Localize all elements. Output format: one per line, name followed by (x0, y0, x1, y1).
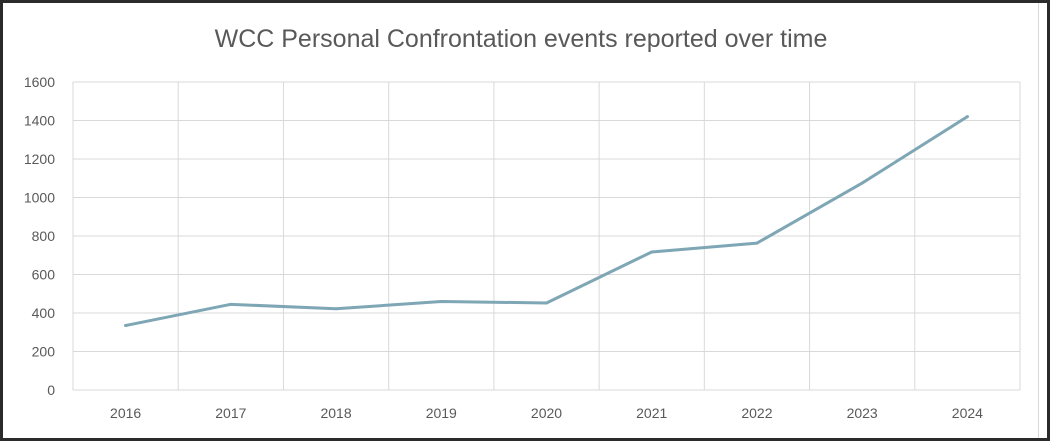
x-tick-label: 2020 (531, 405, 562, 421)
data-point (965, 115, 969, 119)
y-tick-label: 1600 (24, 74, 55, 90)
data-point (545, 301, 548, 305)
x-tick-label: 2019 (426, 405, 457, 421)
y-tick-label: 1000 (24, 190, 55, 206)
series-layer (124, 115, 969, 328)
x-tick-label: 2016 (110, 405, 141, 421)
x-tick-label: 2017 (215, 405, 246, 421)
y-tick-label: 400 (32, 305, 56, 321)
data-point (755, 241, 759, 245)
data-point (439, 299, 443, 303)
data-point (229, 302, 233, 306)
data-point (334, 307, 338, 311)
series-line (124, 115, 969, 328)
y-tick-label: 1400 (24, 113, 55, 129)
data-point (860, 181, 864, 185)
data-point (650, 250, 654, 254)
x-tick-label: 2024 (952, 405, 983, 421)
y-tick-label: 0 (47, 382, 55, 398)
gridlines (72, 81, 1021, 391)
y-tick-label: 200 (32, 344, 56, 360)
chart-title: WCC Personal Confrontation events report… (215, 25, 828, 53)
y-tick-label: 600 (32, 267, 56, 283)
data-point (124, 324, 128, 328)
x-axis-tick-labels: 2016 2017 2018 2019 2020 2021 2022 2023 2024 (110, 405, 983, 421)
chart-right-edge (1038, 3, 1047, 438)
y-tick-label: 1200 (24, 151, 55, 167)
x-tick-label: 2021 (636, 405, 667, 421)
x-tick-label: 2023 (847, 405, 878, 421)
x-tick-label: 2022 (741, 405, 772, 421)
y-axis-tick-labels: 0 200 400 600 800 1000 1200 1400 1600 (24, 74, 55, 398)
y-tick-label: 800 (32, 228, 56, 244)
x-tick-label: 2018 (320, 405, 351, 421)
